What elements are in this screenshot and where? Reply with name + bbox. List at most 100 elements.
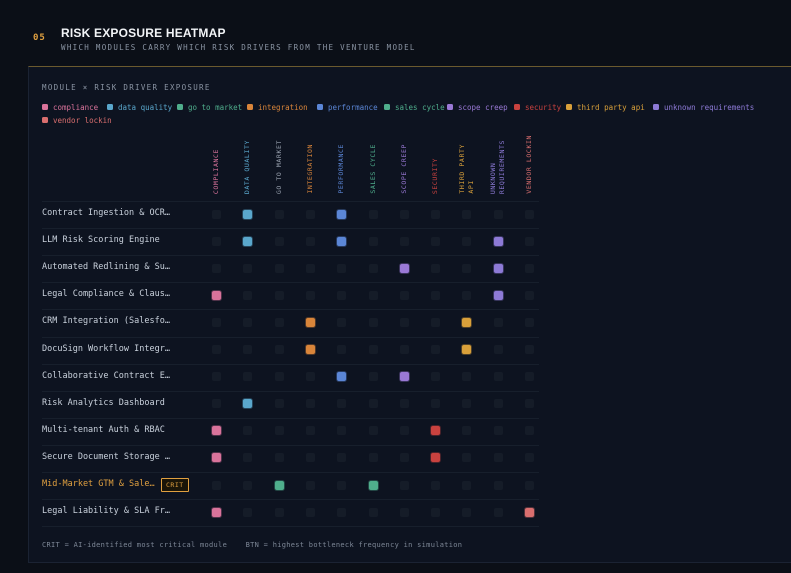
exposure-cell-empty[interactable] <box>274 209 284 219</box>
exposure-cell-empty[interactable] <box>368 209 378 219</box>
exposure-cell-empty[interactable] <box>243 317 253 327</box>
exposure-cell-empty[interactable] <box>243 345 253 354</box>
exposure-cell-empty[interactable] <box>462 426 472 436</box>
exposure-cell-empty[interactable] <box>493 399 503 409</box>
exposure-cell-empty[interactable] <box>462 480 472 490</box>
exposure-cell-active[interactable] <box>305 317 315 327</box>
exposure-cell-active[interactable] <box>243 399 253 409</box>
exposure-cell-active[interactable] <box>462 317 472 327</box>
exposure-cell-empty[interactable] <box>274 426 284 436</box>
exposure-cell-empty[interactable] <box>368 426 378 436</box>
exposure-cell-active[interactable] <box>525 507 534 517</box>
exposure-cell-empty[interactable] <box>493 426 503 436</box>
exposure-cell-empty[interactable] <box>431 209 441 219</box>
exposure-cell-empty[interactable] <box>525 426 534 436</box>
exposure-cell-empty[interactable] <box>399 209 409 219</box>
module-label[interactable]: Multi-tenant Auth & RBAC <box>42 424 165 435</box>
exposure-cell-empty[interactable] <box>399 345 409 354</box>
module-label[interactable]: Secure Document Storage … <box>42 451 170 462</box>
exposure-cell-empty[interactable] <box>274 453 284 463</box>
exposure-cell-empty[interactable] <box>274 372 284 382</box>
exposure-cell-active[interactable] <box>493 290 503 300</box>
exposure-cell-empty[interactable] <box>212 480 221 490</box>
exposure-cell-empty[interactable] <box>525 263 534 273</box>
exposure-cell-empty[interactable] <box>368 290 378 300</box>
exposure-cell-empty[interactable] <box>399 453 409 463</box>
exposure-cell-empty[interactable] <box>274 290 284 300</box>
exposure-cell-empty[interactable] <box>305 236 315 246</box>
exposure-cell-empty[interactable] <box>243 453 253 463</box>
exposure-cell-empty[interactable] <box>305 507 315 517</box>
exposure-cell-active[interactable] <box>368 480 378 490</box>
exposure-cell-empty[interactable] <box>525 453 534 463</box>
exposure-cell-empty[interactable] <box>431 263 441 273</box>
exposure-cell-empty[interactable] <box>368 317 378 327</box>
module-label[interactable]: Automated Redlining & Su… <box>42 262 170 273</box>
exposure-cell-empty[interactable] <box>368 263 378 273</box>
exposure-cell-empty[interactable] <box>368 236 378 246</box>
exposure-cell-empty[interactable] <box>462 372 472 382</box>
module-label[interactable]: Collaborative Contract E… <box>42 370 170 381</box>
exposure-cell-empty[interactable] <box>243 263 253 273</box>
exposure-cell-active[interactable] <box>212 507 221 517</box>
exposure-cell-empty[interactable] <box>337 399 347 409</box>
exposure-cell-active[interactable] <box>243 236 253 246</box>
module-label[interactable]: CRM Integration (Salesfo… <box>42 316 170 327</box>
exposure-cell-empty[interactable] <box>525 290 534 300</box>
module-label[interactable]: Risk Analytics Dashboard <box>42 397 165 408</box>
exposure-cell-empty[interactable] <box>493 453 503 463</box>
exposure-cell-empty[interactable] <box>305 209 315 219</box>
exposure-cell-empty[interactable] <box>462 236 472 246</box>
exposure-cell-empty[interactable] <box>525 399 534 409</box>
exposure-cell-active[interactable] <box>243 209 253 219</box>
exposure-cell-active[interactable] <box>337 209 347 219</box>
exposure-cell-empty[interactable] <box>305 372 315 382</box>
exposure-cell-active[interactable] <box>212 426 221 436</box>
exposure-cell-empty[interactable] <box>274 317 284 327</box>
exposure-cell-empty[interactable] <box>399 507 409 517</box>
exposure-cell-active[interactable] <box>493 263 503 273</box>
exposure-cell-empty[interactable] <box>399 426 409 436</box>
exposure-cell-empty[interactable] <box>337 480 347 490</box>
exposure-cell-empty[interactable] <box>305 480 315 490</box>
exposure-cell-empty[interactable] <box>462 507 472 517</box>
exposure-cell-empty[interactable] <box>274 399 284 409</box>
exposure-cell-empty[interactable] <box>274 263 284 273</box>
exposure-cell-empty[interactable] <box>399 317 409 327</box>
exposure-cell-empty[interactable] <box>305 290 315 300</box>
exposure-cell-empty[interactable] <box>243 372 253 382</box>
exposure-cell-empty[interactable] <box>399 290 409 300</box>
exposure-cell-empty[interactable] <box>493 209 503 219</box>
exposure-cell-empty[interactable] <box>431 507 441 517</box>
exposure-cell-active[interactable] <box>462 345 472 354</box>
module-label[interactable]: DocuSign Workflow Integr… <box>42 343 170 354</box>
exposure-cell-empty[interactable] <box>399 399 409 409</box>
module-label[interactable]: LLM Risk Scoring Engine <box>42 235 160 246</box>
module-label[interactable]: Mid-Market GTM & Sale… <box>42 479 155 489</box>
exposure-cell-empty[interactable] <box>337 453 347 463</box>
exposure-cell-active[interactable] <box>337 372 347 382</box>
exposure-cell-empty[interactable] <box>212 345 221 354</box>
exposure-cell-empty[interactable] <box>212 263 221 273</box>
exposure-cell-active[interactable] <box>493 236 503 246</box>
exposure-cell-empty[interactable] <box>337 290 347 300</box>
module-label[interactable]: Legal Compliance & Claus… <box>42 289 170 300</box>
exposure-cell-empty[interactable] <box>431 236 441 246</box>
exposure-cell-active[interactable] <box>274 480 284 490</box>
exposure-cell-empty[interactable] <box>431 317 441 327</box>
exposure-cell-empty[interactable] <box>462 263 472 273</box>
exposure-cell-empty[interactable] <box>337 507 347 517</box>
exposure-cell-active[interactable] <box>431 426 441 436</box>
exposure-cell-empty[interactable] <box>212 372 221 382</box>
exposure-cell-empty[interactable] <box>525 480 534 490</box>
exposure-cell-empty[interactable] <box>305 399 315 409</box>
exposure-cell-empty[interactable] <box>212 209 221 219</box>
exposure-cell-empty[interactable] <box>525 345 534 354</box>
exposure-cell-empty[interactable] <box>305 263 315 273</box>
exposure-cell-active[interactable] <box>431 453 441 463</box>
exposure-cell-active[interactable] <box>305 345 315 354</box>
exposure-cell-empty[interactable] <box>431 399 441 409</box>
exposure-cell-empty[interactable] <box>274 507 284 517</box>
exposure-cell-active[interactable] <box>212 453 221 463</box>
exposure-cell-empty[interactable] <box>368 507 378 517</box>
